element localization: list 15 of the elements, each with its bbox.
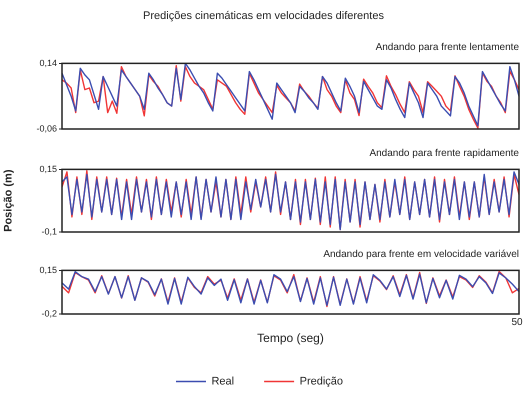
legend-label: Real xyxy=(211,376,234,388)
chart-title: Predições cinemáticas em velocidades diferentes xyxy=(142,10,385,22)
y-axis-title: Posição (m) xyxy=(2,169,15,232)
text: 50 xyxy=(511,316,523,328)
y-tick-label: 0,15 xyxy=(39,264,57,275)
legend-label: Predição xyxy=(300,376,344,388)
chart-title: Andando para frente em velocidade variável xyxy=(323,249,519,260)
y-tick-label: -0,06 xyxy=(36,123,57,134)
x-axis-title: Tempo (seg) xyxy=(257,331,324,346)
y-tick-label: -0,2 xyxy=(41,308,57,318)
y-tick-label: -0,1 xyxy=(41,226,57,236)
y-tick-label: 0,14 xyxy=(39,58,57,68)
chart-subtitle: Andando para frente lentamente xyxy=(376,42,519,53)
y-tick-label: 0,15 xyxy=(39,164,57,174)
chart-title: Andando para frente rapidamente xyxy=(369,148,519,159)
